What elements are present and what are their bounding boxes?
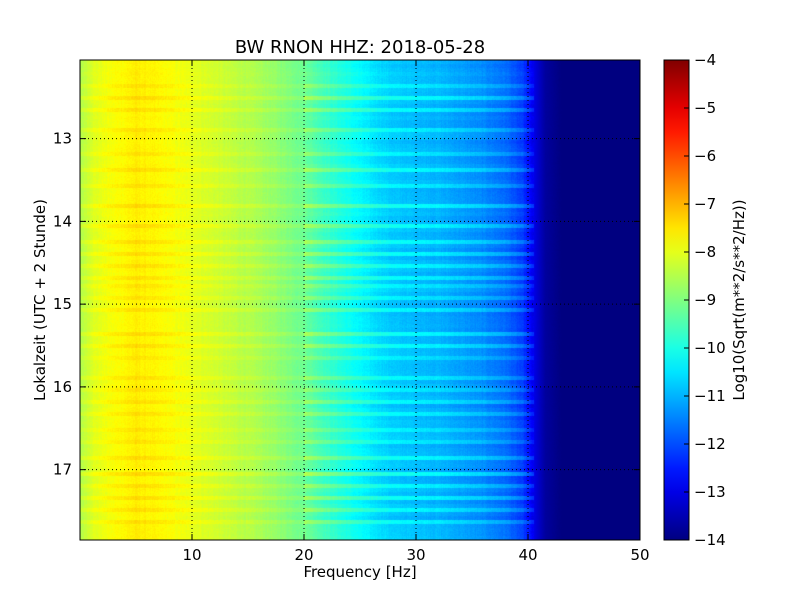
colorbar-tick-label: −12: [694, 435, 726, 453]
colorbar-tick-label: −6: [694, 147, 716, 165]
y-tick-label: 13: [53, 130, 72, 148]
y-tick-label: 14: [53, 212, 72, 230]
colorbar-label: Log10(Sqrt(m**2/s**2/Hz)): [730, 199, 748, 400]
x-tick-label: 10: [182, 546, 201, 564]
y-tick-label: 17: [53, 461, 72, 479]
colorbar-tick-label: −14: [694, 531, 726, 549]
chart-title: BW RNON HHZ: 2018-05-28: [235, 37, 485, 58]
x-tick-label: 40: [518, 546, 537, 564]
x-tick-label: 20: [294, 546, 313, 564]
y-tick-label: 16: [53, 378, 72, 396]
colorbar-tick-label: −4: [694, 51, 716, 69]
colorbar-ticks: −4 −5 −6 −7 −8 −9 −10 −11 −12 −13 −14: [684, 51, 726, 549]
x-tick-label: 50: [630, 546, 649, 564]
y-axis-label: Lokalzeit (UTC + 2 Stunde): [31, 199, 49, 401]
colorbar-tick-label: −5: [694, 99, 716, 117]
colorbar-tick-label: −13: [694, 483, 726, 501]
x-axis-ticks: 10 20 30 40 50: [182, 60, 650, 564]
colorbar-tick-label: −8: [694, 243, 716, 261]
colorbar-tick-label: −9: [694, 291, 716, 309]
y-axis-ticks: 13 14 15 16 17: [53, 130, 640, 479]
colorbar-tick-label: −10: [694, 339, 726, 357]
spectrogram-heatmap: [80, 60, 640, 540]
colorbar-tick-label: −11: [694, 387, 726, 405]
grid-lines: [80, 60, 640, 540]
x-axis-label: Frequency [Hz]: [303, 563, 416, 581]
plot-frame: [79, 59, 641, 541]
colorbar-tick-label: −7: [694, 195, 716, 213]
y-tick-label: 15: [53, 295, 72, 313]
x-tick-label: 30: [406, 546, 425, 564]
